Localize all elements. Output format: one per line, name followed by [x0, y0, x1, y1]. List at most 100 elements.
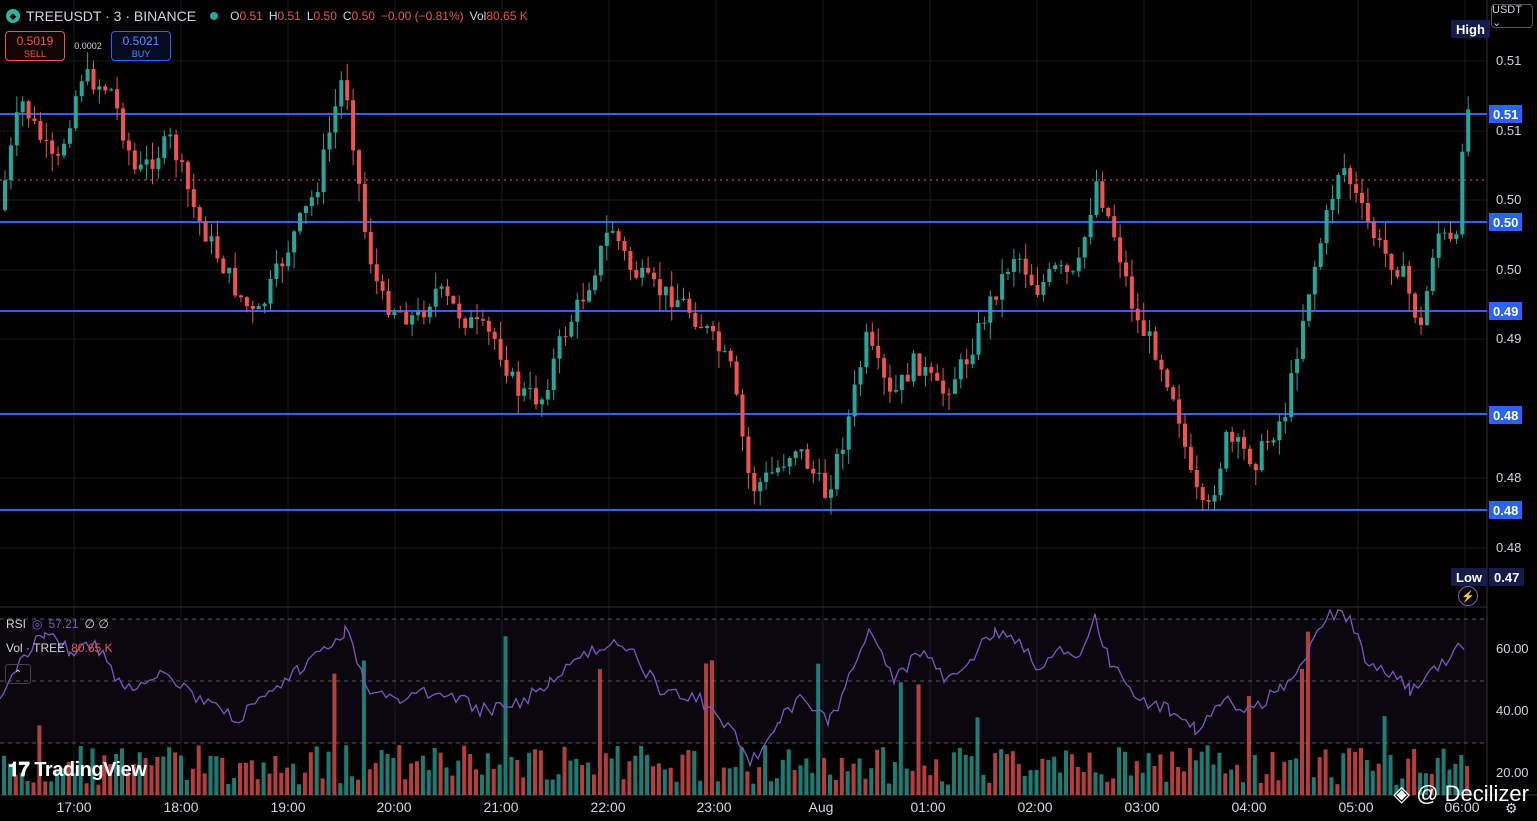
- candle-body: [1053, 265, 1058, 270]
- tradingview-icon: 𝟏𝟕: [8, 759, 30, 781]
- volume-bar: [1418, 772, 1422, 795]
- volume-bar: [645, 754, 650, 795]
- volume-bar: [1347, 748, 1352, 795]
- spread-value: 0.0002: [74, 41, 102, 51]
- candle-body: [91, 69, 96, 90]
- candle-body: [581, 299, 586, 302]
- volume-bar: [474, 769, 478, 795]
- volume-bar: [627, 761, 632, 795]
- candle-body: [44, 139, 49, 141]
- time-label: 06:00: [1444, 799, 1480, 815]
- volume-bar: [568, 760, 573, 795]
- volume-bar: [1447, 769, 1452, 795]
- candle-body: [439, 286, 444, 289]
- volume-bar: [78, 746, 83, 795]
- time-label: 05:00: [1338, 799, 1374, 815]
- line-price-tag[interactable]: 0.49: [1489, 302, 1523, 320]
- candle-body: [1265, 441, 1270, 443]
- candle-body: [14, 112, 19, 146]
- volume-bar: [1364, 759, 1369, 795]
- line-price-tag[interactable]: 0.48: [1489, 406, 1523, 424]
- candle-body: [964, 359, 969, 365]
- volume-bar: [397, 745, 402, 795]
- rsi-legend[interactable]: RSI ◎ 57.21 ∅ ∅: [6, 617, 109, 631]
- volume-bar: [863, 778, 868, 795]
- buy-button[interactable]: 0.5021 BUY: [111, 31, 171, 61]
- candle-body: [1124, 262, 1128, 277]
- volume-bar: [1111, 778, 1116, 795]
- candle-body: [693, 312, 698, 327]
- volume-bar: [745, 771, 750, 795]
- volume-bar: [556, 774, 561, 795]
- sell-button[interactable]: 0.5019 SELL: [5, 31, 65, 61]
- lightning-icon[interactable]: ⚡: [1458, 586, 1478, 606]
- volume-bar: [1282, 761, 1287, 795]
- volume-bar: [456, 760, 461, 795]
- candle-body: [1041, 282, 1046, 295]
- volume-bar: [7, 763, 12, 795]
- price-level: 0.51: [1496, 123, 1522, 138]
- tradingview-logo[interactable]: 𝟏𝟕 TradingView: [8, 759, 147, 781]
- time-label: Aug: [808, 799, 834, 815]
- volume-legend-value: 80.65 K: [71, 641, 113, 655]
- candle-body: [646, 267, 651, 273]
- candle-body: [1389, 253, 1394, 270]
- candle-body: [1365, 202, 1370, 222]
- candle-body: [829, 489, 833, 498]
- candle-body: [628, 250, 633, 270]
- candle-body: [711, 325, 715, 332]
- candle-body: [941, 380, 946, 394]
- volume-bar: [1241, 782, 1245, 795]
- candle-body: [292, 231, 297, 253]
- candle-body: [1395, 269, 1400, 277]
- candle-body: [1141, 320, 1146, 336]
- volume-bar: [686, 750, 691, 795]
- candle-body: [126, 140, 131, 151]
- time-label: 18:00: [163, 799, 199, 815]
- close-value: 0.50: [351, 9, 375, 23]
- collapse-legend-button[interactable]: ⌃: [5, 664, 31, 684]
- volume-bar: [66, 761, 71, 795]
- candle-body: [480, 319, 485, 321]
- symbol-title[interactable]: TREEUSDT · 3 · BINANCE: [26, 8, 197, 24]
- candle-body: [309, 197, 314, 207]
- candle-body: [250, 305, 255, 310]
- time-label: 20:00: [376, 799, 412, 815]
- volume-bar: [733, 767, 738, 795]
- volume-bar: [232, 777, 237, 795]
- candle-body: [1318, 243, 1323, 267]
- candle-body: [1082, 237, 1087, 258]
- volume-bar: [1394, 784, 1399, 795]
- candle-body: [339, 80, 344, 107]
- volume-bar: [1382, 716, 1387, 795]
- volume-bar: [1058, 772, 1063, 795]
- volume-bar: [1005, 754, 1009, 795]
- volume-bar: [214, 756, 219, 795]
- line-price-tag[interactable]: 0.48: [1489, 501, 1523, 519]
- candle-body: [681, 298, 686, 301]
- candle-body: [952, 379, 957, 394]
- candle-body: [1247, 448, 1252, 465]
- settings-gear-icon[interactable]: ⚙: [1505, 800, 1518, 816]
- currency-select[interactable]: USDT ⌄: [1491, 4, 1533, 29]
- volume-bar: [137, 752, 142, 795]
- candle-body: [988, 296, 993, 323]
- candle-body: [392, 311, 397, 316]
- watermark: ◈ @ Decilizer: [1393, 781, 1529, 806]
- line-price-tag[interactable]: 0.50: [1489, 213, 1523, 231]
- candle-body: [1354, 184, 1359, 193]
- rsi-band: [0, 619, 1487, 743]
- volume-bar: [332, 673, 337, 795]
- volume-bar: [273, 755, 278, 795]
- candle-body: [79, 81, 84, 97]
- candle-body: [67, 128, 72, 144]
- volume-bar: [302, 772, 307, 795]
- candle-body: [274, 263, 279, 279]
- candle-body: [333, 106, 338, 133]
- volume-legend[interactable]: Vol · TREE 80.65 K: [6, 641, 113, 655]
- candle-body: [1177, 399, 1182, 424]
- line-price-tag[interactable]: 0.51: [1489, 105, 1523, 123]
- low-value: 0.47: [1489, 568, 1525, 586]
- volume-bar: [1158, 754, 1163, 795]
